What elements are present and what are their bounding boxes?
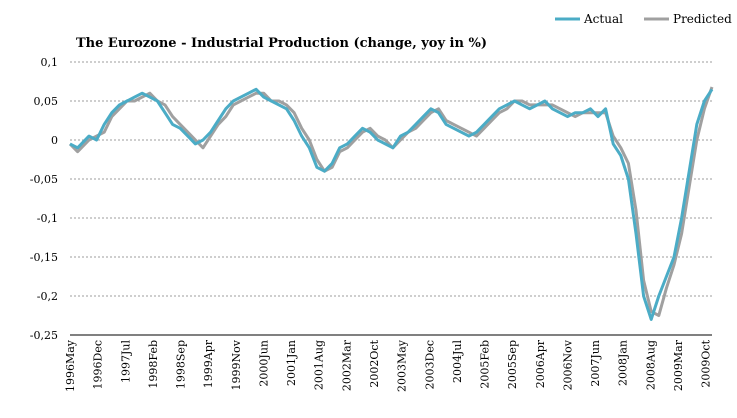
y-tick-label: -0,05: [30, 173, 58, 186]
x-tick-label: 2003May: [396, 339, 409, 392]
y-tick-label: -0,2: [37, 290, 58, 303]
x-tick-label: 2003Dec: [423, 340, 436, 389]
x-tick-label: 1997Jul: [119, 340, 132, 383]
x-tick-label: 2004Jul: [451, 340, 464, 383]
x-tick-label: 2001Aug: [313, 340, 326, 390]
x-axis-tick-labels: 1996May 1996Dec 1997Jul 1998Feb 1998Sep 1999A…: [64, 339, 713, 392]
x-tick-label: 1996Dec: [92, 340, 105, 389]
y-tick-label: 0: [51, 134, 58, 147]
x-tick-label: 2008Aug: [644, 340, 657, 390]
y-tick-label: -0,15: [30, 251, 58, 264]
legend-label-actual: Actual: [583, 12, 623, 26]
x-tick-label: 2000Jun: [257, 340, 270, 387]
x-tick-label: 2005Feb: [479, 340, 492, 389]
y-tick-label: 0,05: [34, 95, 59, 108]
x-tick-label: 2007Jun: [589, 340, 602, 387]
series-line-actual: [69, 87, 714, 321]
legend: Actual Predicted: [555, 12, 732, 26]
y-tick-label: -0,1: [37, 212, 58, 225]
x-tick-label: 1999Nov: [230, 339, 243, 390]
y-tick-label: -0,25: [30, 329, 58, 342]
x-tick-label: 1999Apr: [202, 339, 215, 388]
x-tick-label: 2006Nov: [561, 339, 574, 390]
x-tick-label: 2008Jan: [617, 340, 630, 386]
series-lines: [68, 86, 714, 321]
x-tick-label: 2009Mar: [672, 339, 685, 391]
legend-label-predicted: Predicted: [673, 12, 732, 26]
gridlines: [70, 61, 712, 297]
x-tick-label: 2001Jan: [285, 340, 298, 386]
x-tick-label: 2002Oct: [368, 339, 381, 387]
x-tick-label: 2002Mar: [340, 339, 353, 391]
series-line-predicted: [68, 86, 714, 317]
x-tick-label: 2006Apr: [534, 339, 547, 388]
y-tick-label: 0,1: [41, 56, 59, 69]
chart-title: The Eurozone - Industrial Production (ch…: [76, 36, 487, 51]
x-tick-label: 2005Sep: [506, 340, 519, 389]
y-axis-tick-labels: 0,1 0,05 0 -0,05 -0,1 -0,15 -0,2 -0,25: [30, 56, 58, 342]
x-tick-label: 1998Sep: [175, 340, 188, 389]
x-tick-label: 2009Oct: [700, 339, 713, 387]
x-tick-label: 1996May: [64, 339, 77, 392]
x-tick-label: 1998Feb: [147, 340, 160, 389]
